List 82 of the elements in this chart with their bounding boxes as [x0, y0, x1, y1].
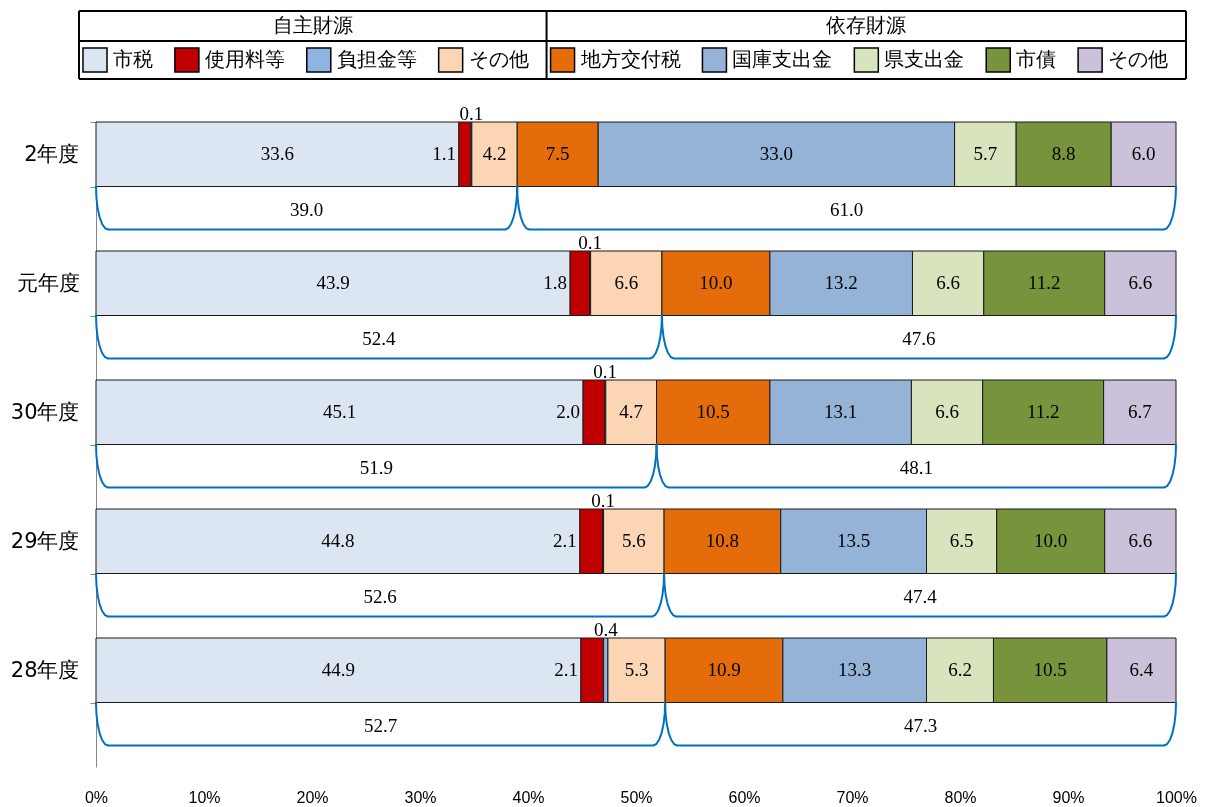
data-label: 6.6 — [614, 272, 639, 294]
data-label: 43.9 — [316, 272, 350, 294]
x-tick-label: 0% — [84, 788, 109, 806]
x-tick-label: 80% — [944, 788, 977, 806]
legend-label: 市税 — [113, 47, 153, 71]
x-tick-label: 90% — [1052, 788, 1085, 806]
data-label: 13.5 — [836, 530, 871, 552]
data-label: 1.8 — [543, 272, 568, 294]
data-label: 6.7 — [1127, 401, 1152, 423]
data-label: 2.1 — [553, 530, 577, 552]
data-label: 0.1 — [578, 232, 602, 253]
x-tick-label: 50% — [620, 788, 653, 806]
data-label: 10.5 — [1033, 659, 1067, 681]
legend-label: その他 — [468, 47, 529, 71]
data-label: 11.2 — [1026, 401, 1060, 423]
data-label: 45.1 — [322, 401, 357, 423]
annotation: 47.3 — [903, 714, 938, 736]
data-label: 44.9 — [321, 659, 356, 681]
y-tick-label: 2年度 — [24, 141, 80, 166]
annotation: 52.6 — [363, 585, 397, 607]
data-label: 10.9 — [707, 659, 741, 681]
annotation: 51.9 — [359, 456, 393, 478]
x-tick-label: 70% — [836, 788, 869, 806]
x-tick-label: 60% — [728, 788, 761, 806]
data-label: 13.2 — [824, 272, 858, 294]
y-tick-label: 29年度 — [10, 528, 80, 553]
data-label: 8.8 — [1051, 143, 1076, 165]
data-label: 0.4 — [593, 619, 619, 640]
data-label: 6.0 — [1131, 143, 1156, 165]
data-label: 33.0 — [759, 143, 794, 165]
legend-label: その他 — [1108, 47, 1169, 71]
data-label: 7.5 — [545, 143, 570, 165]
data-label: 10.0 — [1034, 530, 1068, 552]
legend-label: 県支出金 — [884, 47, 965, 71]
data-label: 33.6 — [260, 143, 295, 165]
legend-label: 使用料等 — [204, 47, 285, 71]
data-label: 13.3 — [838, 659, 872, 681]
legend-label: 地方交付税 — [579, 47, 681, 71]
data-label: 0.1 — [591, 490, 615, 511]
x-tick-label: 10% — [188, 788, 221, 806]
x-tick-label: 20% — [296, 788, 329, 806]
annotation: 47.4 — [903, 585, 938, 607]
data-label: 0.1 — [459, 103, 484, 124]
y-tick-label: 30年度 — [10, 399, 80, 424]
annotation: 61.0 — [829, 198, 864, 220]
data-label: 5.6 — [621, 530, 646, 552]
legend-label: 負担金等 — [336, 47, 417, 71]
data-label: 5.3 — [624, 659, 649, 681]
data-label: 5.7 — [973, 143, 998, 165]
data-label: 10.8 — [705, 530, 740, 552]
data-label: 2.0 — [556, 401, 581, 423]
x-tick-label: 30% — [404, 788, 437, 806]
text: 依存財源 — [826, 13, 907, 37]
data-label: 44.8 — [321, 530, 355, 552]
legend-label: 市債 — [1016, 47, 1057, 71]
y-tick-label: 元年度 — [16, 270, 80, 295]
data-label: 13.1 — [824, 401, 858, 423]
x-tick-label: 100% — [1156, 788, 1197, 806]
data-label: 6.4 — [1129, 659, 1154, 681]
data-label: 1.1 — [432, 143, 456, 165]
data-label: 6.6 — [1128, 272, 1153, 294]
data-label: 0.1 — [593, 361, 618, 382]
data-label: 11.2 — [1027, 272, 1061, 294]
annotation: 48.1 — [899, 456, 933, 478]
text: 自主財源 — [272, 13, 353, 37]
annotation: 52.7 — [363, 714, 398, 736]
data-label: 6.6 — [1128, 530, 1153, 552]
data-label: 6.6 — [936, 272, 960, 294]
legend-label: 国庫支出金 — [732, 47, 833, 71]
data-label: 4.7 — [619, 401, 644, 423]
data-label: 6.5 — [949, 530, 974, 552]
annotation: 47.6 — [902, 327, 936, 349]
data-label: 6.6 — [935, 401, 959, 423]
x-tick-label: 40% — [512, 788, 545, 806]
y-tick-label: 28年度 — [10, 657, 80, 682]
data-label: 2.1 — [554, 659, 578, 681]
data-label: 10.5 — [696, 401, 730, 423]
annotation: 52.4 — [362, 327, 397, 349]
data-label: 4.2 — [482, 143, 507, 165]
data-label: 6.2 — [948, 659, 972, 681]
annotation: 39.0 — [289, 198, 324, 220]
data-label: 10.0 — [699, 272, 733, 294]
